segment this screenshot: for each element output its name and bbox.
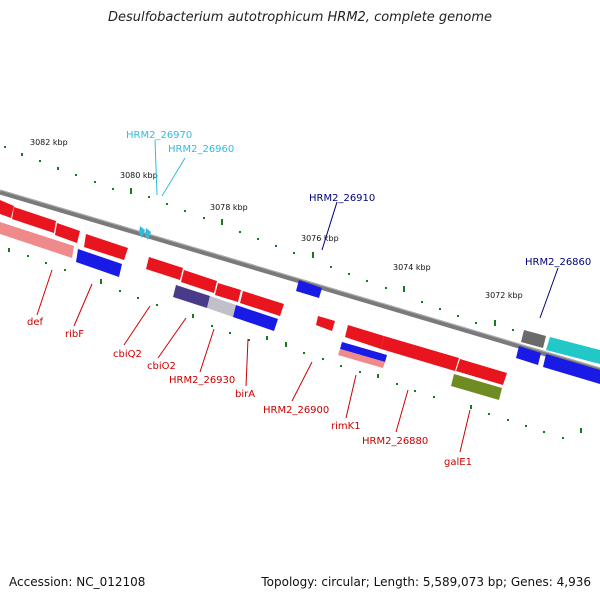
gene-arrow bbox=[146, 257, 183, 280]
label-ribf: ribF bbox=[65, 329, 84, 340]
label-hrm2-26930: HRM2_26930 bbox=[169, 375, 235, 386]
accession-text: Accession: NC_012108 bbox=[9, 575, 146, 589]
gene-arrow-pink bbox=[0, 222, 74, 258]
gene-arrow bbox=[84, 234, 128, 260]
gene-arrow bbox=[215, 283, 241, 302]
gene-arrow-olive bbox=[451, 374, 502, 400]
gene-arrow bbox=[345, 325, 384, 349]
gene-marker-cyan bbox=[139, 226, 145, 238]
gene-arrow bbox=[381, 336, 459, 371]
map-title: Desulfobacterium autotrophicum HRM2, com… bbox=[107, 10, 493, 25]
scale-label-3078: 3078 kbp bbox=[210, 203, 248, 212]
gene-arrow-blue bbox=[233, 305, 278, 331]
gene-arrow-pink bbox=[338, 349, 385, 368]
leader-lines bbox=[36, 139, 559, 453]
gene-arrow bbox=[55, 223, 80, 243]
scale-label-3082: 3082 kbp bbox=[30, 138, 68, 147]
outer-tick-track bbox=[4, 146, 532, 338]
scale-label-3072: 3072 kbp bbox=[485, 291, 523, 300]
gene-arrow-blue bbox=[76, 249, 122, 277]
scale-label-3080: 3080 kbp bbox=[120, 171, 158, 180]
label-hrm2-26900: HRM2_26900 bbox=[263, 405, 329, 416]
scale-label-3076: 3076 kbp bbox=[301, 234, 339, 243]
gene-arrow-teal bbox=[546, 337, 600, 364]
label-hrm2-26880: HRM2_26880 bbox=[362, 436, 428, 447]
gene-arrow bbox=[240, 291, 284, 316]
label-bira: birA bbox=[235, 389, 255, 400]
label-hrm2-26970: HRM2_26970 bbox=[126, 130, 192, 141]
gene-arrow bbox=[0, 200, 14, 218]
gene-arrow-blue bbox=[516, 346, 541, 365]
gene-arrow-blue bbox=[340, 342, 387, 362]
gene-features bbox=[0, 200, 600, 400]
label-hrm2-26860: HRM2_26860 bbox=[525, 257, 591, 268]
gene-arrow bbox=[12, 207, 56, 233]
gene-arrow-blue bbox=[543, 354, 600, 384]
gene-arrow-grey bbox=[207, 296, 236, 317]
label-cbio2: cbiO2 bbox=[147, 361, 176, 372]
label-rimk1: rimK1 bbox=[331, 421, 361, 432]
gene-arrow-grey bbox=[521, 330, 546, 348]
gene-marker-cyan bbox=[145, 228, 151, 240]
gene-arrow-blue bbox=[296, 280, 322, 298]
gene-arrow bbox=[316, 316, 335, 331]
gene-arrow bbox=[456, 359, 507, 385]
gene-arrow-navy bbox=[173, 285, 210, 308]
label-cbiq2: cbiQ2 bbox=[113, 349, 142, 360]
label-def: def bbox=[27, 317, 44, 328]
label-gale1: galE1 bbox=[444, 457, 472, 468]
label-hrm2-26960: HRM2_26960 bbox=[168, 144, 234, 155]
scale-label-3074: 3074 kbp bbox=[393, 263, 431, 272]
inner-tick-track bbox=[8, 248, 582, 439]
label-hrm2-26910: HRM2_26910 bbox=[309, 193, 375, 204]
topology-text: Topology: circular; Length: 5,589,073 bp… bbox=[261, 575, 591, 589]
gene-arrow bbox=[181, 270, 217, 293]
